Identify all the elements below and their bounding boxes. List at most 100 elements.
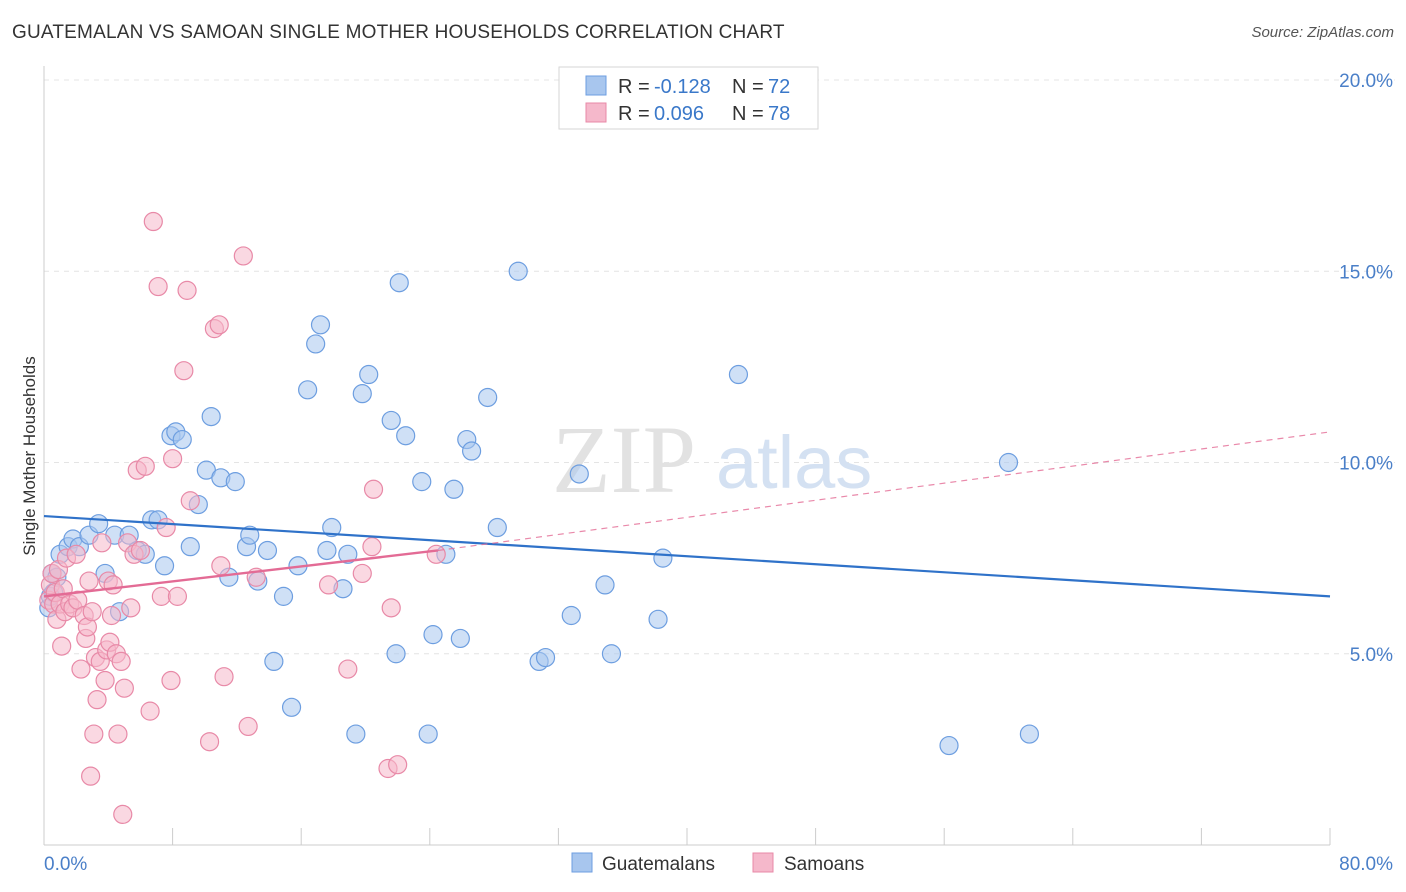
y-tick-label-5: 5.0%: [1350, 645, 1393, 666]
guatemalans-point-38: [298, 380, 318, 400]
samoans-point-14: [66, 544, 86, 564]
guatemalans-point-65: [561, 605, 581, 626]
samoans-point-56: [199, 732, 220, 752]
guatemalans-point-71: [728, 364, 749, 385]
guatemalans-point-47: [359, 364, 379, 385]
samoans-point-43: [130, 540, 151, 561]
samoans-point-23: [84, 724, 104, 744]
samoans-point-22: [82, 602, 102, 622]
guatemalans-point-56: [444, 479, 464, 499]
guatemalans-point-73: [998, 452, 1019, 473]
samoans-point-55: [180, 491, 200, 511]
samoans-point-54: [177, 280, 197, 300]
watermark-atlas: atlas: [716, 421, 872, 504]
guatemalans-point-40: [310, 315, 331, 335]
samoans-point-71: [381, 598, 401, 618]
chart-title: GUATEMALAN VS SAMOAN SINGLE MOTHER HOUSE…: [12, 22, 785, 43]
guatemalans-point-70: [653, 548, 673, 568]
legend-r-value-pink: 0.096: [654, 103, 704, 125]
guatemalans-point-10: [89, 514, 109, 534]
legend-n-label-pink: N =: [732, 103, 764, 125]
guatemalans-point-62: [508, 261, 528, 281]
y-tick-label-20: 20.0%: [1339, 71, 1393, 92]
guatemalans-point-51: [396, 426, 416, 446]
guatemalans-point-48: [381, 410, 401, 431]
samoans-point-68: [362, 537, 382, 557]
samoans-point-45: [140, 701, 160, 721]
samoans-point-44: [135, 456, 155, 476]
samoans-point-70: [388, 755, 408, 775]
samoans-point-8: [52, 636, 72, 656]
guatemalans-point-67: [595, 575, 615, 595]
samoans-point-47: [148, 276, 168, 297]
legend-r-value-blue: -0.128: [654, 76, 711, 98]
samoans-point-36: [111, 651, 131, 672]
guatemalans-point-26: [201, 407, 221, 427]
guatemalans-point-61: [487, 517, 507, 538]
x-tick-labels: 0.0% 80.0%: [44, 854, 1393, 875]
guatemalans-point-53: [418, 724, 438, 744]
guatemalans-point-74: [1019, 724, 1039, 744]
samoans-point-62: [238, 716, 258, 737]
guatemalans-trend-line: [43, 514, 1331, 598]
samoans-point-48: [151, 586, 171, 606]
guatemalans-point-60: [478, 387, 498, 408]
samoans-point-37: [113, 804, 133, 825]
guatemalans-point-23: [180, 537, 200, 557]
legend-r-label-blue: R =: [618, 76, 650, 98]
grid-lines: [44, 79, 1395, 655]
samoans-point-20: [79, 571, 99, 591]
watermark: ZIP atlas: [552, 406, 872, 513]
y-tick-label-10: 10.0%: [1339, 454, 1393, 475]
y-tick-labels: 5.0% 10.0% 15.0% 20.0%: [1339, 71, 1393, 666]
guatemalans-point-49: [386, 644, 406, 664]
axes: [43, 66, 1331, 846]
legend-bottom-swatch-samoans: [752, 852, 774, 873]
samoans-point-72: [426, 544, 446, 564]
guatemalans-point-46: [352, 384, 372, 404]
guatemalans-point-29: [225, 472, 245, 492]
guatemalans-point-44: [338, 544, 358, 564]
guatemalans-point-59: [461, 441, 482, 461]
samoans-point-21: [81, 766, 101, 786]
samoans-point-58: [209, 315, 229, 335]
legend-n-value-blue: 72: [768, 76, 790, 98]
guatemalans-point-41: [317, 540, 337, 561]
x-tick-label-0: 0.0%: [44, 854, 87, 875]
y-tick-label-15: 15.0%: [1339, 262, 1393, 283]
samoans-point-65: [338, 659, 358, 679]
samoans-point-35: [108, 724, 128, 744]
samoans-point-40: [121, 598, 141, 618]
guatemalans-point-54: [423, 625, 443, 645]
legend-swatch-blue: [585, 75, 607, 96]
samoans-point-59: [214, 667, 234, 687]
x-tick-label-80: 80.0%: [1339, 854, 1393, 875]
guatemalans-point-19: [154, 556, 175, 576]
chart-source: Source: ZipAtlas.com: [1251, 24, 1394, 41]
legend-bottom-label-samoans: Samoans: [784, 854, 864, 875]
guatemalans-point-33: [257, 540, 278, 561]
guatemalans-point-50: [389, 273, 409, 293]
samoans-point-46: [143, 211, 163, 232]
samoans-point-33: [103, 575, 123, 595]
samoans-point-53: [174, 361, 194, 381]
guatemalans-point-69: [648, 609, 668, 629]
samoans-trend-extension: [437, 431, 1331, 552]
guatemalans-point-39: [306, 334, 326, 354]
guatemalans-point-42: [322, 517, 342, 538]
samoans-point-28: [95, 670, 115, 691]
trend-lines: [43, 431, 1331, 598]
samoans-point-27: [92, 533, 112, 553]
guatemalans-point-52: [412, 472, 432, 492]
legend-top: R = -0.128 N = 72 R = 0.096 N = 78: [558, 66, 819, 130]
samoans-points: [39, 211, 446, 825]
guatemalans-point-57: [450, 628, 470, 649]
samoans-point-51: [163, 449, 183, 469]
samoans-point-52: [167, 586, 188, 606]
guatemalans-point-31: [240, 525, 260, 545]
watermark-zip: ZIP: [552, 406, 696, 513]
samoans-point-49: [156, 517, 176, 538]
y-axis-title: Single Mother Households: [20, 356, 39, 555]
legend-bottom-label-guatemalans: Guatemalans: [602, 854, 715, 875]
samoans-point-66: [352, 563, 372, 584]
